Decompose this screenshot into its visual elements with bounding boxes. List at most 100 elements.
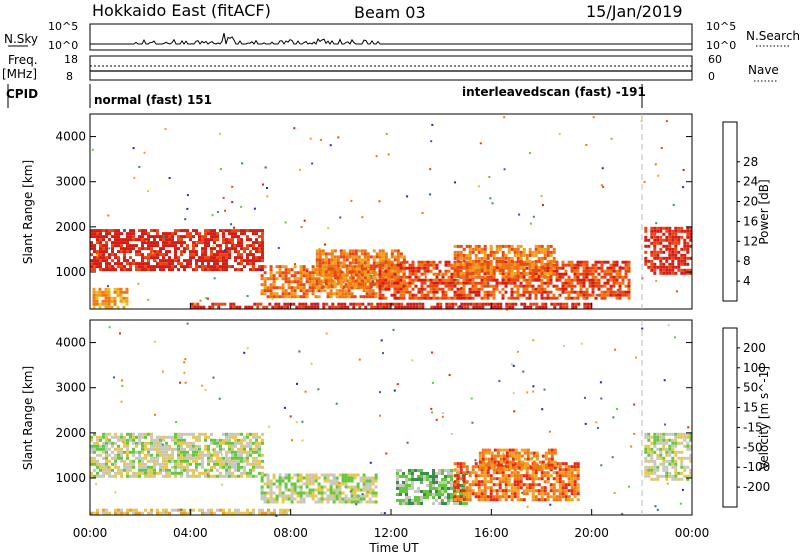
power-scatter-cell — [350, 200, 352, 202]
velocity-cell — [535, 489, 538, 492]
power-cell — [409, 267, 412, 270]
velocity-cell — [219, 472, 222, 475]
power-cell — [421, 261, 424, 264]
velocity-cell — [659, 436, 662, 439]
velocity-cell — [674, 439, 677, 442]
velocity-cell — [502, 474, 505, 477]
power-cell — [394, 258, 397, 261]
velocity-cell — [174, 469, 177, 472]
velocity-cell — [647, 469, 650, 472]
power-cell — [436, 282, 439, 285]
power-colorbar-tick-label: 20 — [743, 195, 758, 209]
velocity-cell — [487, 486, 490, 489]
velocity-cell — [556, 474, 559, 477]
velocity-cell — [523, 483, 526, 486]
velocity-cell — [457, 477, 460, 480]
power-cell — [153, 229, 156, 232]
velocity-scatter-cell — [183, 372, 185, 374]
power-cell — [123, 265, 126, 268]
velocity-cell — [147, 475, 150, 478]
power-cell — [264, 265, 267, 268]
power-cell — [445, 306, 448, 309]
velocity-cell — [144, 433, 147, 436]
velocity-cell — [147, 454, 150, 457]
velocity-cell — [129, 460, 132, 463]
power-cell — [535, 303, 538, 306]
velocity-cell — [523, 498, 526, 501]
velocity-cell — [114, 463, 117, 466]
velocity-cell — [159, 436, 162, 439]
velocity-cell — [509, 449, 512, 452]
velocity-cell — [478, 474, 481, 477]
velocity-cell — [111, 436, 114, 439]
power-cell — [216, 250, 219, 253]
power-cell — [484, 257, 487, 260]
power-cell — [686, 233, 689, 236]
power-cell — [331, 261, 334, 264]
velocity-cell — [183, 466, 186, 469]
power-cell — [264, 286, 267, 289]
power-cell — [508, 306, 511, 309]
velocity-cell — [303, 483, 306, 486]
velocity-cell — [671, 451, 674, 454]
power-cell — [472, 260, 475, 263]
velocity-cell — [665, 460, 668, 463]
power-cell — [183, 247, 186, 250]
velocity-cell — [114, 475, 117, 478]
power-cell — [475, 263, 478, 266]
velocity-cell — [396, 499, 399, 502]
velocity-scatter-cell — [521, 492, 523, 494]
velocity-scatter-cell — [187, 323, 189, 325]
power-scatter-cell — [194, 303, 196, 305]
power-cell — [659, 269, 662, 272]
power-cell — [207, 244, 210, 247]
power-cell — [267, 277, 270, 280]
velocity-cell — [297, 474, 300, 477]
power-cell — [466, 282, 469, 285]
power-cell — [490, 266, 493, 269]
velocity-cell — [562, 495, 565, 498]
velocity-cell — [216, 451, 219, 454]
power-cell — [162, 262, 165, 265]
power-ylabel: Slant Range [km] — [21, 160, 35, 264]
velocity-cell — [447, 496, 450, 499]
power-cell — [674, 227, 677, 230]
velocity-cell — [132, 442, 135, 445]
velocity-cell — [479, 452, 482, 455]
velocity-cell — [189, 448, 192, 451]
velocity-cell — [665, 448, 668, 451]
velocity-cell — [165, 469, 168, 472]
power-cell — [261, 232, 264, 235]
power-cell — [120, 244, 123, 247]
power-cell — [451, 282, 454, 285]
power-cell — [204, 235, 207, 238]
velocity-scatter-cell — [475, 459, 477, 461]
velocity-cell — [147, 451, 150, 454]
power-scatter-cell — [682, 186, 684, 188]
velocity-cell — [135, 457, 138, 460]
power-cell — [511, 263, 514, 266]
velocity-cell — [126, 472, 129, 475]
power-cell — [348, 295, 351, 298]
velocity-cell — [574, 486, 577, 489]
velocity-cell — [491, 452, 494, 455]
velocity-cell — [493, 495, 496, 498]
velocity-cell — [345, 495, 348, 498]
velocity-cell — [228, 512, 231, 515]
power-cell — [653, 248, 656, 251]
velocity-cell — [336, 483, 339, 486]
power-cell — [430, 279, 433, 282]
power-cell — [628, 288, 631, 291]
power-scatter-cell — [327, 227, 329, 229]
velocity-cell — [426, 472, 429, 475]
power-cell — [418, 306, 421, 309]
velocity-cell — [351, 495, 354, 498]
velocity-cell — [680, 442, 683, 445]
velocity-cell — [132, 509, 135, 512]
power-cell — [523, 306, 526, 309]
power-cell — [544, 263, 547, 266]
power-cell — [650, 266, 653, 269]
velocity-cell — [475, 465, 478, 468]
power-scatter-cell — [540, 291, 542, 293]
power-cell — [222, 238, 225, 241]
